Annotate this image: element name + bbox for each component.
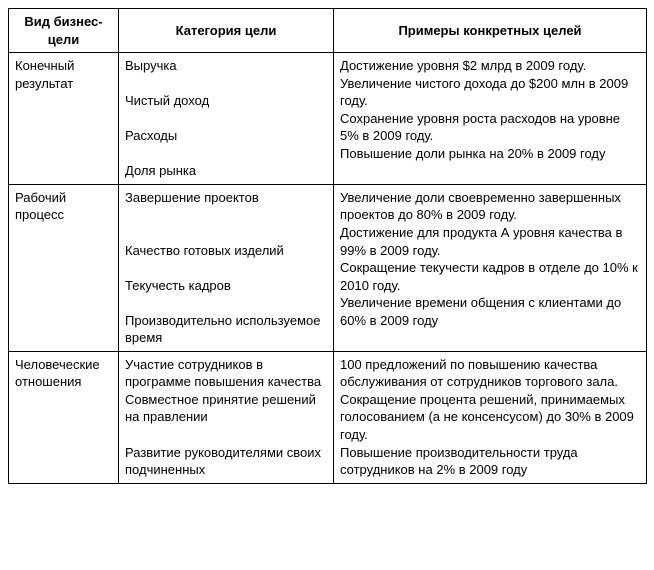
cell-type: Человеческие отношения [9,351,119,483]
col-header-examples: Примеры конкретных целей [334,9,647,53]
cell-examples: Достижение уровня $2 млрд в 2009 году. У… [334,53,647,185]
cell-examples: Увеличение доли своевременно завершенных… [334,184,647,351]
business-goals-table: Вид бизнес-цели Категория цели Примеры к… [8,8,647,484]
col-header-category: Категория цели [119,9,334,53]
table-header-row: Вид бизнес-цели Категория цели Примеры к… [9,9,647,53]
table-row: Рабочий процесс Завершение проектов Каче… [9,184,647,351]
table-row: Человеческие отношения Участие сотрудник… [9,351,647,483]
table-row: Конечный результат Выручка Чистый доход … [9,53,647,185]
cell-type: Рабочий процесс [9,184,119,351]
cell-examples: 100 предложений по повышению качества об… [334,351,647,483]
cell-category: Завершение проектов Качество готовых изд… [119,184,334,351]
cell-category: Выручка Чистый доход Расходы Доля рынка [119,53,334,185]
cell-category: Участие сотрудников в программе повышени… [119,351,334,483]
col-header-type: Вид бизнес-цели [9,9,119,53]
cell-type: Конечный результат [9,53,119,185]
